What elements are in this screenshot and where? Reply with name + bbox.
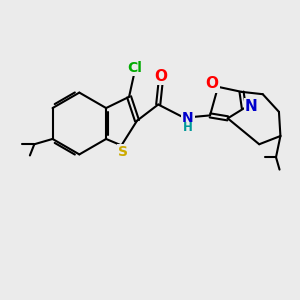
- Text: Cl: Cl: [127, 61, 142, 75]
- Text: O: O: [206, 76, 219, 92]
- Text: H: H: [183, 121, 193, 134]
- Text: N: N: [245, 99, 258, 114]
- Text: N: N: [182, 111, 194, 125]
- Text: S: S: [118, 145, 128, 159]
- Text: O: O: [155, 69, 168, 84]
